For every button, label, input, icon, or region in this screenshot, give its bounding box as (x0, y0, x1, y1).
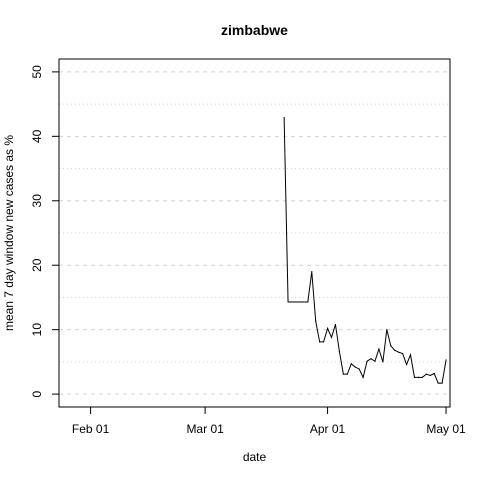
y-tick-label: 0 (30, 390, 44, 397)
data-point (366, 360, 368, 362)
y-axis-title: mean 7 day window new cases as % (2, 135, 16, 331)
y-tick-label: 30 (30, 194, 44, 208)
data-point (283, 117, 285, 119)
data-point (323, 341, 325, 343)
data-point (299, 301, 301, 303)
data-point (326, 327, 329, 329)
data-point (382, 361, 384, 363)
data-point (338, 350, 341, 353)
data-point (413, 376, 416, 378)
data-point (425, 373, 427, 375)
series-line (283, 117, 447, 384)
chart-title: zimbabwe (221, 22, 288, 38)
data-point (303, 301, 305, 303)
grid (59, 71, 450, 395)
plot-frame (58, 58, 451, 408)
data-point (394, 349, 396, 351)
data-point (334, 323, 337, 326)
data-point (374, 360, 376, 362)
data-point (370, 358, 372, 360)
data-point (319, 341, 321, 343)
y-tick-label: 20 (30, 258, 44, 272)
data-point (437, 382, 439, 384)
data-point (402, 352, 404, 355)
data-point (429, 374, 431, 377)
data-point (311, 271, 313, 273)
data-point (330, 336, 333, 338)
data-point (421, 376, 423, 378)
y-tick-label: 50 (30, 65, 44, 79)
data-point (295, 301, 297, 303)
x-axis: Feb 01 Mar 01 Apr 01 May 01 (72, 407, 466, 436)
x-tick-label: Mar 01 (186, 422, 224, 436)
data-point (445, 359, 447, 361)
data-point (354, 366, 356, 368)
data-point (398, 351, 400, 353)
data-point (417, 376, 420, 378)
data-point (409, 354, 412, 356)
x-tick-label: May 01 (426, 422, 466, 436)
data-point (358, 368, 360, 370)
x-tick-label: Apr 01 (310, 422, 346, 436)
x-tick-label: Feb 01 (72, 422, 110, 436)
y-axis: 0 10 20 30 40 50 (30, 65, 59, 397)
data-point (287, 301, 289, 303)
data-point (386, 329, 388, 331)
data-point (441, 382, 443, 384)
data-point (362, 376, 364, 378)
y-tick-label: 40 (30, 129, 44, 143)
data-point (315, 320, 317, 322)
data-point (307, 301, 309, 303)
data-point (350, 363, 352, 365)
data-point (342, 373, 344, 375)
data-point (378, 348, 380, 350)
data-point (405, 363, 408, 366)
data-point (433, 372, 435, 375)
data-point (291, 301, 293, 303)
data-point (390, 345, 392, 347)
series-layer (283, 117, 447, 384)
y-tick-label: 10 (30, 323, 44, 337)
data-point (346, 373, 348, 375)
x-axis-title: date (243, 450, 267, 464)
